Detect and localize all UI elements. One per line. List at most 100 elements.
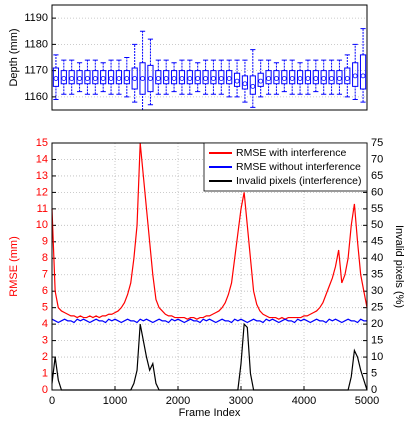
box [155,70,162,85]
y2-tick-label: 15 [371,335,383,347]
median [266,76,271,81]
median [344,76,350,81]
median [53,76,59,81]
box [210,70,217,85]
y2-tick-label: 55 [371,203,383,215]
median [337,76,342,81]
box [163,70,170,85]
median [77,76,82,81]
box [233,72,241,87]
axes-frame [51,4,368,111]
box [359,54,367,90]
y-tick-label: 15 [36,137,48,149]
box [281,70,288,85]
y-tick-label: 4 [42,318,48,330]
box [52,67,60,87]
box [289,70,296,85]
median [124,76,130,81]
box [170,70,178,85]
box [76,70,83,85]
legend-label: RMSE without interference [236,161,361,173]
y2-tick-label: 0 [371,384,377,396]
y-tick-label: 14 [36,153,48,165]
median [179,76,185,81]
median [100,76,106,81]
box [241,75,249,90]
median [211,76,216,81]
y2-tick-label: 60 [371,186,383,198]
box [178,70,186,85]
box [265,70,272,85]
box [194,70,201,85]
median [258,78,264,84]
box [296,70,304,85]
series-line [51,318,367,324]
median [132,76,138,81]
box [139,62,146,95]
median [85,76,90,81]
y-tick-label: 1170 [24,65,48,77]
y2-tick-label: 10 [371,351,383,363]
median [163,76,169,81]
box [100,70,107,85]
box [107,70,115,85]
box [131,67,138,90]
x-tick-label: 2000 [166,395,190,407]
box [115,70,123,85]
legend-label: Invalid pixels (interference) [236,175,361,187]
median [274,76,279,81]
y2-tick-label: 40 [371,252,383,264]
y2-tick-label: 25 [371,302,383,314]
box [92,70,99,85]
median [289,76,295,81]
y-tick-label: 5 [42,302,48,314]
median [140,76,145,81]
y-tick-label: 7 [42,269,48,281]
y-tick-label: 1 [42,367,48,379]
median [69,76,75,81]
y2-tick-label: 30 [371,285,383,297]
y-axis-label: RMSE (mm) [8,236,20,297]
y-tick-label: 0 [42,384,48,396]
box [336,70,343,85]
box [84,70,91,85]
median [61,76,67,81]
box [123,70,130,85]
y-tick-label: 6 [42,285,48,297]
box [320,70,327,85]
x-axis-label: Frame Index [179,407,241,419]
median [195,76,201,81]
box [147,64,154,93]
y2-tick-label: 5 [371,367,377,379]
median [187,76,193,81]
box [312,70,319,85]
median [329,76,334,81]
box [60,70,67,85]
median [226,76,232,81]
y-axis-label: Depth (mm) [8,28,20,86]
box [202,70,209,85]
y2-tick-label: 65 [371,170,383,182]
y2-tick-label: 75 [371,137,383,149]
box [304,70,312,85]
series-line [51,142,368,320]
y-tick-label: 9 [42,236,48,248]
median [155,76,161,81]
y-tick-label: 8 [42,252,48,264]
box [186,70,193,85]
y2-tick-label: 20 [371,318,383,330]
median [352,73,358,79]
box [344,67,351,85]
x-tick-label: 3000 [229,395,253,407]
y-tick-label: 3 [42,335,48,347]
median [108,76,114,81]
box [352,62,359,87]
box [249,75,256,95]
median [321,76,327,81]
median [171,76,177,81]
median [218,76,224,81]
y2-tick-label: 70 [371,153,383,165]
y-tick-label: 11 [37,203,48,215]
y-tick-label: 12 [36,186,48,198]
